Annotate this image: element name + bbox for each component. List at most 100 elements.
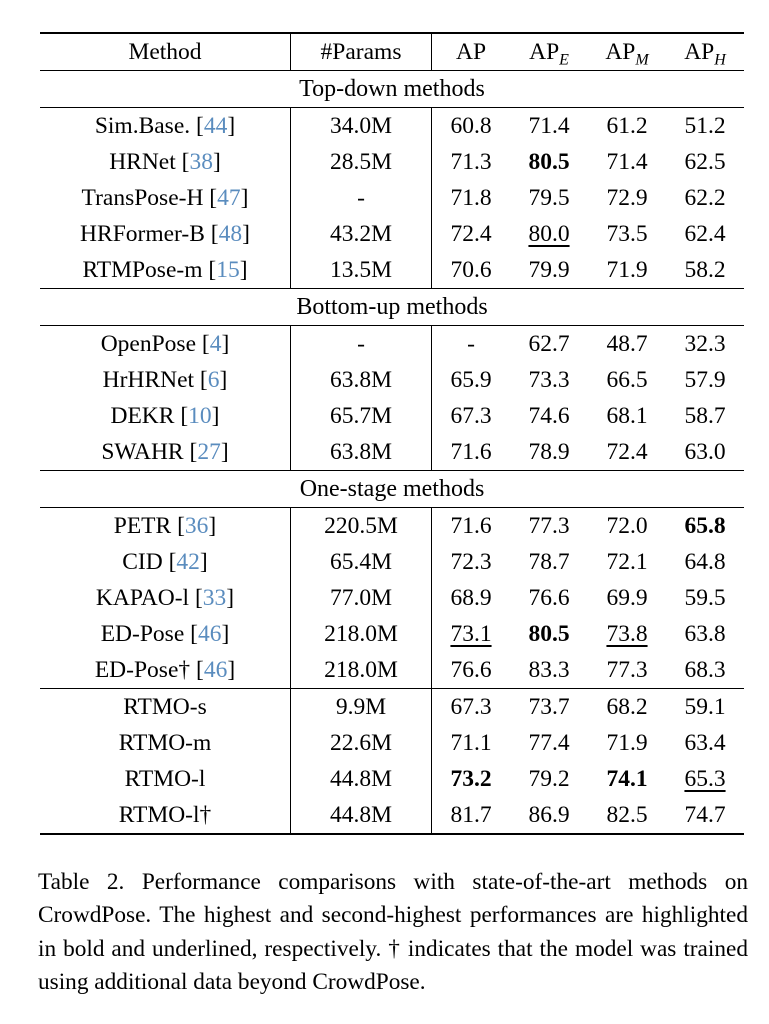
method-cell: Sim.Base. [44]: [94, 112, 236, 139]
params-cell: -: [290, 180, 432, 216]
params-cell: 218.0M: [290, 616, 432, 652]
ap-e-cell: 74.6: [528, 402, 570, 429]
ap-cell: 71.6: [431, 434, 510, 471]
best-value: 80.5: [528, 148, 570, 175]
ap-m-cell: 72.4: [606, 438, 648, 465]
section-title: One-stage methods: [40, 470, 744, 508]
table-row: HrHRNet [6] 63.8M 65.9 73.3 66.5 57.9: [40, 362, 744, 398]
ap-cell: 72.3: [431, 544, 510, 580]
ap-m-cell: 68.1: [606, 402, 648, 429]
method-cell: CID [42]: [122, 548, 208, 575]
ap-m-cell: 61.2: [606, 112, 648, 139]
citation-link[interactable]: 6: [207, 366, 220, 393]
table-row: KAPAO-l [33] 77.0M 68.9 76.6 69.9 59.5: [40, 580, 744, 616]
citation-link[interactable]: 44: [203, 112, 228, 139]
method-cell: KAPAO-l [33]: [95, 584, 235, 611]
page: { "colors": { "cite_blue": "#5a8cbe", "t…: [0, 32, 769, 1024]
table-caption: Table 2. Performance comparisons with st…: [38, 869, 748, 996]
second-best-value: 65.3: [684, 765, 726, 792]
table-row: RTMO-m 22.6M 71.1 77.4 71.9 63.4: [40, 725, 744, 761]
table-row: HRFormer-B [48] 43.2M 72.4 80.0 73.5 62.4: [40, 216, 744, 252]
ap-e-cell: 80.0: [510, 216, 588, 252]
ap-cell: 71.1: [431, 725, 510, 761]
ap-h-cell: 65.8: [666, 508, 744, 545]
params-cell: 218.0M: [290, 652, 432, 689]
citation-link[interactable]: 33: [202, 584, 227, 611]
ap-h-cell: 63.0: [684, 438, 726, 465]
method-cell: RTMO-l: [124, 765, 206, 792]
params-cell: 65.4M: [290, 544, 432, 580]
params-cell: 22.6M: [290, 725, 432, 761]
table-row: CID [42] 65.4M 72.3 78.7 72.1 64.8: [40, 544, 744, 580]
ap-cell: 67.3: [431, 398, 510, 434]
method-cell: RTMO-l†: [118, 801, 212, 828]
ap-m-cell: 72.9: [606, 184, 648, 211]
params-cell: 220.5M: [290, 507, 432, 544]
column-header-ap: AP: [431, 33, 510, 71]
column-header-ap-m: APM: [588, 33, 666, 71]
best-value: 65.8: [684, 512, 726, 539]
method-cell: OpenPose [4]: [100, 330, 230, 357]
table-row: ED-Pose [46] 218.0M 73.1 80.5 73.8 63.8: [40, 616, 744, 652]
citation-link[interactable]: 38: [189, 148, 213, 175]
ap-m-cell: 73.5: [606, 220, 648, 247]
citation-link[interactable]: 46: [197, 620, 222, 647]
results-table-body: Method #Params AP APE APM APH Top-down methods…: [40, 33, 744, 834]
ap-h-cell: 74.7: [684, 801, 726, 828]
ap-e-cell: 80.5: [510, 144, 588, 180]
citation-link[interactable]: 10: [188, 402, 212, 429]
second-best-value: 73.1: [450, 620, 492, 647]
ap-e-cell: 80.5: [510, 616, 588, 652]
ap-m-cell: 69.9: [606, 584, 648, 611]
citation-link[interactable]: 48: [218, 220, 243, 247]
ap-m-cell: 71.9: [606, 729, 648, 756]
table-row: RTMO-l† 44.8M 81.7 86.9 82.5 74.7: [40, 797, 744, 834]
table-row: OpenPose [4] - -62.7 48.7 32.3: [40, 325, 744, 362]
table-row: RTMPose-m [15] 13.5M 70.6 79.9 71.9 58.2: [40, 252, 744, 289]
best-value: 73.2: [450, 765, 492, 792]
column-header-ap-h: APH: [666, 33, 744, 71]
params-cell: 34.0M: [290, 107, 432, 144]
citation-link[interactable]: 36: [184, 512, 209, 539]
ap-h-cell: 32.3: [684, 330, 726, 357]
ap-h-cell: 64.8: [684, 548, 726, 575]
section-header-row: One-stage methods: [40, 470, 744, 508]
ap-e-cell: 79.9: [528, 256, 570, 283]
citation-link[interactable]: 27: [197, 438, 221, 465]
table-row: SWAHR [27] 63.8M 71.6 78.9 72.4 63.0: [40, 434, 744, 471]
table-row: DEKR [10] 65.7M 67.3 74.6 68.1 58.7: [40, 398, 744, 434]
ap-cell: 76.6: [431, 652, 510, 689]
params-cell: 28.5M: [290, 144, 432, 180]
column-header-ap-e: APE: [510, 33, 588, 71]
ap-m-cell: 71.9: [606, 256, 648, 283]
citation-link[interactable]: 15: [216, 256, 240, 283]
table-row: HRNet [38] 28.5M 71.3 80.5 71.4 62.5: [40, 144, 744, 180]
method-cell: RTMO-s: [40, 688, 291, 725]
ap-e-cell: 77.4: [528, 729, 570, 756]
table-header-row: Method #Params AP APE APM APH: [40, 33, 744, 71]
citation-link[interactable]: 47: [217, 184, 241, 211]
params-cell: 43.2M: [290, 216, 432, 252]
ap-cell: 73.1: [431, 616, 510, 652]
ap-h-cell: 59.5: [684, 584, 726, 611]
ap-cell: 71.8: [431, 180, 510, 216]
method-cell: HRFormer-B [48]: [80, 220, 250, 247]
ap-m-cell: 73.8: [588, 616, 666, 652]
ap-e-cell: 76.6: [528, 584, 570, 611]
ap-m-cell: 72.1: [606, 548, 648, 575]
citation-link[interactable]: 4: [209, 330, 222, 357]
metric-subscript: M: [635, 51, 649, 69]
ap-h-cell: 63.8: [684, 620, 726, 647]
method-cell: TransPose-H [47]: [81, 184, 249, 211]
ap-cell: 73.2: [431, 761, 510, 797]
table-row: ED-Pose† [46] 218.0M 76.6 83.3 77.3 68.3: [40, 652, 744, 689]
citation-link[interactable]: 46: [203, 656, 228, 683]
metric-subscript: H: [714, 51, 726, 69]
ap-h-cell: 58.7: [684, 402, 726, 429]
section-header-row: Top-down methods: [40, 70, 744, 108]
ap-e-cell: 62.7: [528, 330, 570, 357]
ap-h-cell: 62.4: [684, 220, 726, 247]
citation-link[interactable]: 42: [176, 548, 200, 575]
best-value: 74.1: [606, 765, 648, 792]
ap-cell: 71.6: [431, 507, 510, 544]
